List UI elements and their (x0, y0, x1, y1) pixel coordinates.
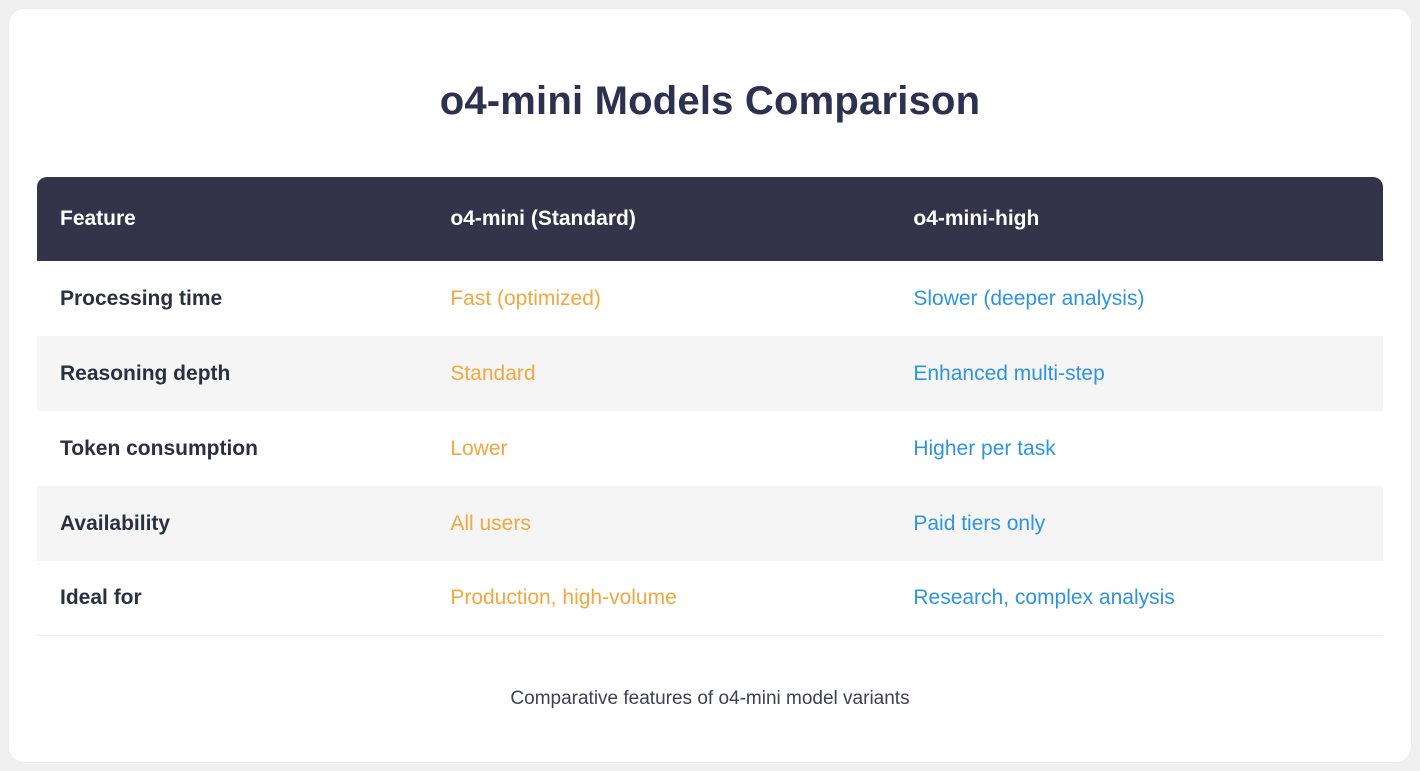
table-header-row: Feature o4-mini (Standard) o4-mini-high (37, 177, 1383, 261)
page-title: o4-mini Models Comparison (439, 79, 981, 123)
table-row: Ideal for Production, high-volume Resear… (37, 561, 1383, 636)
feature-cell: Reasoning depth (60, 361, 231, 385)
table-row: Token consumption Lower Higher per task (37, 411, 1383, 486)
standard-cell: All users (450, 511, 531, 535)
column-header-feature: Feature (37, 177, 428, 261)
table-row: Processing time Fast (optimized) Slower … (37, 261, 1383, 336)
feature-cell: Token consumption (60, 436, 258, 460)
feature-cell: Ideal for (37, 561, 428, 636)
standard-cell: Lower (450, 436, 508, 460)
high-cell: Higher per task (913, 436, 1056, 460)
standard-cell: Production, high-volume (427, 561, 891, 636)
table-row: Availability All users Paid tiers only (37, 486, 1383, 561)
standard-cell: Standard (450, 361, 536, 385)
table-row: Reasoning depth Standard Enhanced multi-… (37, 336, 1383, 411)
high-cell: Paid tiers only (913, 511, 1046, 535)
comparison-card: o4-mini Models Comparison Feature o4-min… (8, 8, 1412, 763)
feature-cell: Processing time (60, 286, 223, 310)
column-header-o4-mini-high: o4-mini-high (890, 177, 1383, 261)
column-header-o4-mini-standard: o4-mini (Standard) (427, 177, 891, 261)
standard-cell: Fast (optimized) (450, 286, 601, 310)
feature-cell: Availability (60, 511, 171, 535)
comparison-table: Feature o4-mini (Standard) o4-mini-high … (37, 177, 1383, 636)
table-caption: Comparative features of o4-mini model va… (510, 688, 910, 709)
high-cell: Research, complex analysis (890, 561, 1383, 636)
table-container: Feature o4-mini (Standard) o4-mini-high … (37, 177, 1383, 636)
high-cell: Slower (deeper analysis) (913, 286, 1145, 310)
high-cell: Enhanced multi-step (913, 361, 1105, 385)
